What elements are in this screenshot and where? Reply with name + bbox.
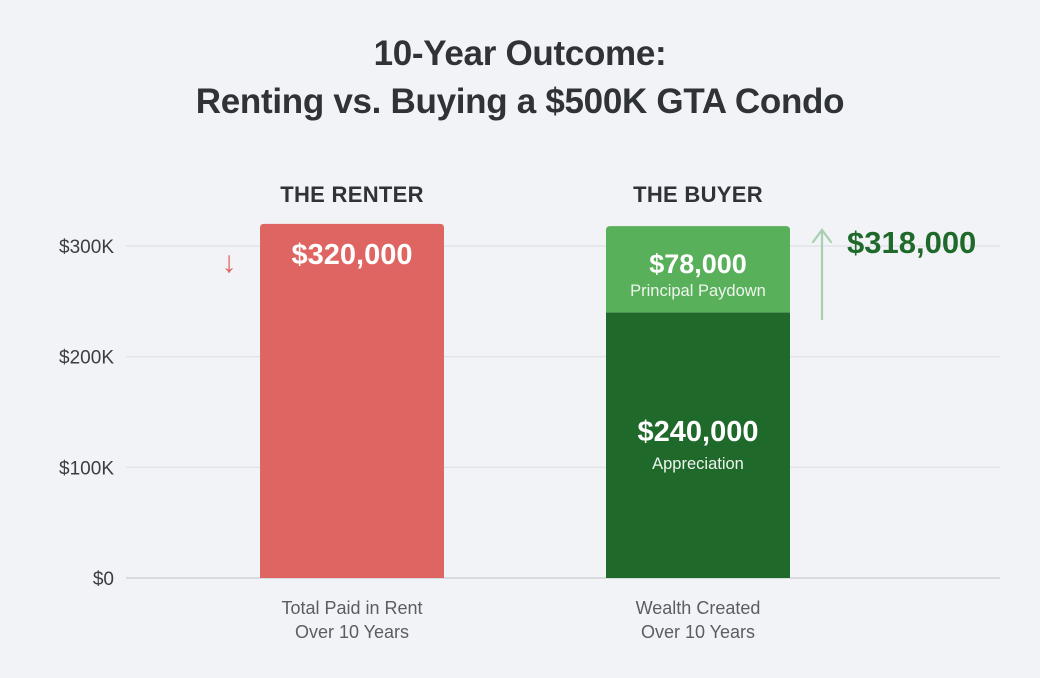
chart-title-line-2: Renting vs. Buying a $500K GTA Condo — [195, 82, 845, 121]
bar-segment — [606, 226, 790, 313]
category-footer-label: Over 10 Years — [641, 622, 755, 642]
bar-sublabel: Principal Paydown — [630, 282, 766, 300]
y-tick-label: $300K — [59, 237, 114, 258]
bar-segment — [606, 312, 790, 578]
y-tick-label: $0 — [93, 569, 114, 590]
category-footer-label: Over 10 Years — [295, 622, 409, 642]
down-arrow-icon: ↓ — [222, 246, 237, 279]
bar-value-label: $78,000 — [649, 249, 747, 279]
chart-title-line-1: 10-Year Outcome: — [373, 34, 667, 73]
bar-segment — [260, 223, 444, 578]
category-footer-label: Wealth Created — [636, 598, 761, 618]
bar-value-label: $320,000 — [292, 239, 413, 271]
up-arrow-icon — [811, 228, 833, 244]
category-footer-label: Total Paid in Rent — [281, 598, 422, 618]
y-tick-label: $100K — [59, 458, 114, 479]
category-header: THE BUYER — [633, 182, 763, 207]
buyer-total-label: $318,000 — [847, 225, 976, 260]
bar-sublabel: Appreciation — [652, 455, 744, 473]
bar-value-label: $240,000 — [638, 416, 759, 448]
y-tick-label: $200K — [59, 348, 114, 369]
category-header: THE RENTER — [280, 182, 424, 207]
